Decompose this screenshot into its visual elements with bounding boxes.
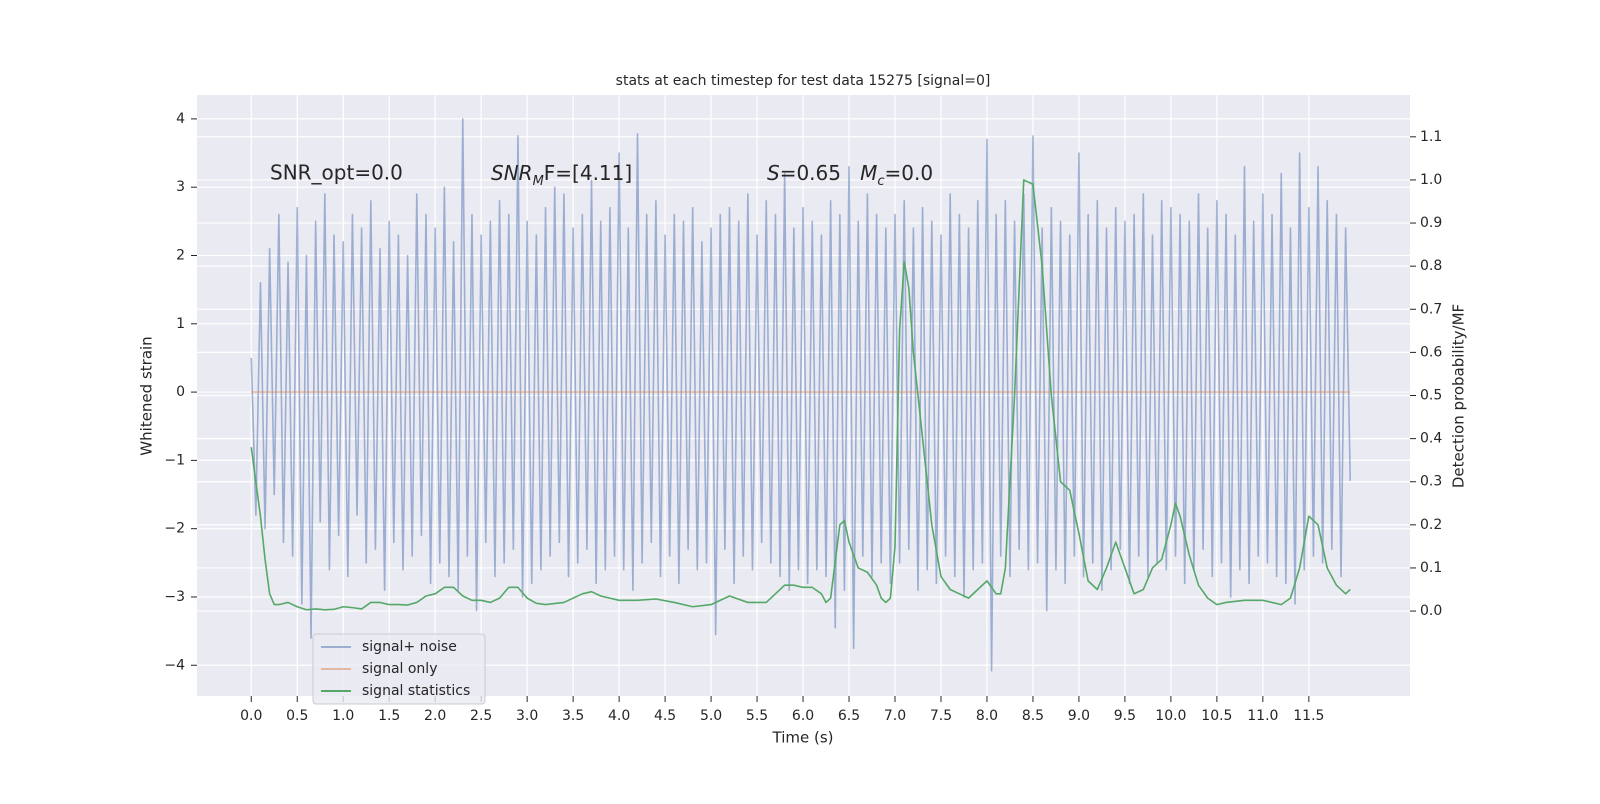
annotation-part: =0.0 xyxy=(885,161,934,185)
y2-tick-label: 0.4 xyxy=(1420,431,1442,447)
y2-tick-label: 0.6 xyxy=(1420,344,1442,360)
x-tick-label: 11.0 xyxy=(1247,708,1278,724)
x-tick-label: 3.5 xyxy=(562,708,584,724)
y-tick-label: −2 xyxy=(164,521,185,537)
x-tick-label: 6.0 xyxy=(792,708,814,724)
y2-tick-label: 0.0 xyxy=(1420,603,1442,619)
chart-title: stats at each timestep for test data 152… xyxy=(616,73,991,89)
y2-tick-label: 0.9 xyxy=(1420,215,1442,231)
y-axis-label: Whitened strain xyxy=(138,336,156,455)
x-tick-label: 1.0 xyxy=(332,708,354,724)
annotation-part: S xyxy=(767,161,780,185)
x-tick-label: 9.5 xyxy=(1114,708,1136,724)
annotation-part: SNR xyxy=(491,161,533,185)
x-tick-label: 0.0 xyxy=(240,708,262,724)
x-tick-label: 2.0 xyxy=(424,708,446,724)
x-tick-label: 6.5 xyxy=(838,708,860,724)
y2-tick-label: 0.8 xyxy=(1420,258,1442,274)
x-tick-label: 7.5 xyxy=(930,708,952,724)
annotation-part: F=[4.11] xyxy=(544,161,632,185)
y-tick-label: −1 xyxy=(164,452,185,468)
y2-axis-label: Detection probability/MF xyxy=(1450,304,1468,488)
annotation: S=0.65 Mc=0.0 xyxy=(767,161,933,190)
y-tick-label: −3 xyxy=(164,589,185,605)
x-tick-label: 8.0 xyxy=(976,708,998,724)
legend-label: signal statistics xyxy=(362,683,470,699)
y2-tick-label: 0.2 xyxy=(1420,517,1442,533)
series-line xyxy=(250,118,1352,672)
x-tick-label: 3.0 xyxy=(516,708,538,724)
x-tick-label: 5.5 xyxy=(746,708,768,724)
x-tick-label: 11.5 xyxy=(1293,708,1324,724)
annotation-part: =0.65 xyxy=(780,161,860,185)
annotation-part: c xyxy=(877,174,884,189)
x-tick-label: 2.5 xyxy=(470,708,492,724)
legend-label: signal only xyxy=(362,661,437,677)
x-tick-label: 0.5 xyxy=(286,708,308,724)
y-tick-label: −4 xyxy=(164,657,185,673)
annotation-part: M xyxy=(860,161,877,185)
lines xyxy=(250,118,1352,672)
x-tick-label: 8.5 xyxy=(1022,708,1044,724)
x-tick-label: 1.5 xyxy=(378,708,400,724)
y2-tick-label: 0.5 xyxy=(1420,388,1442,404)
x-tick-label: 5.0 xyxy=(700,708,722,724)
annotation: SNR_opt=0.0 xyxy=(270,161,403,185)
x-tick-label: 4.5 xyxy=(654,708,676,724)
x-tick-label: 4.0 xyxy=(608,708,630,724)
y-tick-label: 2 xyxy=(176,247,185,263)
x-tick-label: 10.5 xyxy=(1201,708,1232,724)
legend-box xyxy=(312,633,486,705)
y2-tick-label: 0.1 xyxy=(1420,560,1442,576)
y2-tick-label: 0.7 xyxy=(1420,301,1442,317)
y-tick-label: 4 xyxy=(176,111,185,127)
series-line xyxy=(250,179,1351,611)
x-tick-label: 10.0 xyxy=(1155,708,1186,724)
y-tick-label: 1 xyxy=(176,316,185,332)
x-tick-label: 9.0 xyxy=(1068,708,1090,724)
annotation-part: M xyxy=(533,174,544,189)
y2-tick-label: 0.3 xyxy=(1420,474,1442,490)
legend: signal+ noise signal only signal statistic… xyxy=(312,633,486,705)
legend-label: signal+ noise xyxy=(362,639,457,655)
y2-tick-label: 1.0 xyxy=(1420,172,1442,188)
y-tick-label: 3 xyxy=(176,179,185,195)
y-tick-label: 0 xyxy=(176,384,185,400)
x-axis-label: Time (s) xyxy=(772,729,834,747)
labels: 0.0 0.5 1.0 1.5 2.0 2.5 3.0 3.5 4.0 4.5 5.0 5.5 6.0 6… xyxy=(164,111,1442,724)
y2-tick-label: 1.1 xyxy=(1420,129,1442,145)
x-tick-label: 7.0 xyxy=(884,708,906,724)
annotation: SNRMF=[4.11] xyxy=(491,161,632,190)
